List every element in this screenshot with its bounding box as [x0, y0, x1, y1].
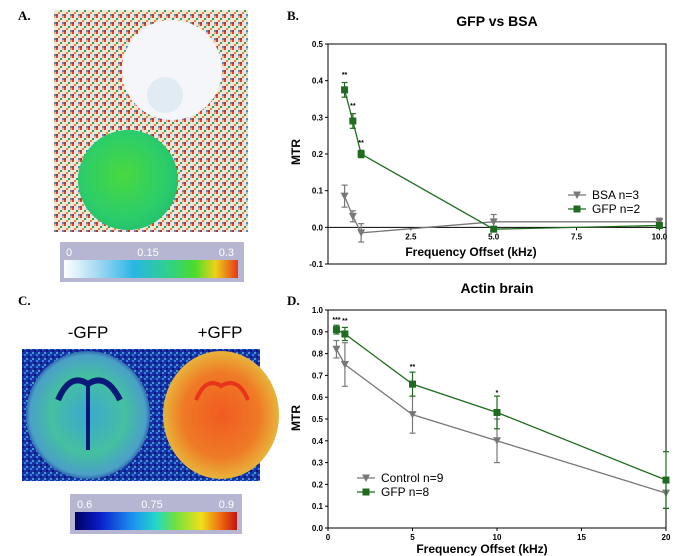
chart-d-data-point	[662, 476, 670, 484]
chart-d-data-point	[408, 411, 417, 419]
chart-d-series-line-2	[336, 329, 667, 481]
label-minus-gfp: -GFP	[68, 323, 109, 342]
chart-b-xtick-label: 7.5	[571, 232, 583, 241]
chart-d-significance-mark: **	[410, 364, 416, 371]
chart-d-xlabel: Frequency Offset (kHz)	[416, 542, 547, 556]
chart-b-ytick-label: 0.5	[312, 40, 324, 49]
chart-b-ylabel: MTR	[289, 139, 303, 165]
chart-b-ytick-label: -0.1	[309, 260, 323, 269]
chart-d-ytick-label: 0.0	[312, 524, 324, 533]
chart-d-data-point	[493, 408, 501, 416]
colorbar-c-tick-0: 0.6	[77, 499, 92, 511]
chart-d-significance-mark: *	[496, 390, 499, 397]
chart-b-xtick-label: 5.0	[488, 232, 500, 241]
chart-b-ytick-label: 0.1	[312, 187, 324, 196]
chart-d-ytick-label: 0.9	[312, 328, 324, 337]
chart-b-data-point	[348, 212, 357, 221]
chart-b-legend-label: BSA n=3	[592, 188, 639, 202]
chart-d-xtick-label: 10	[493, 533, 502, 542]
chart-d-ytick-label: 1.0	[312, 306, 324, 315]
chart-d-ytick-label: 0.3	[312, 459, 324, 468]
chart-d-ytick-label: 0.5	[312, 415, 324, 424]
chart-b-xlabel: Frequency Offset (kHz)	[405, 245, 536, 259]
chart-b-ytick-label: 0.3	[312, 113, 324, 122]
chart-b-data-point	[340, 192, 349, 201]
chart-b-ytick-label: 0.4	[312, 77, 324, 86]
chart-b-xtick-label: 2.5	[405, 232, 417, 241]
colorbar-a-tick-0: 0	[66, 247, 72, 259]
chart-d-data-point	[493, 437, 501, 445]
chart-d-ytick-label: 0.2	[312, 480, 324, 489]
chart-d-data-point	[341, 330, 349, 338]
chart-b-legend-marker	[573, 205, 581, 213]
chart-b-data-point	[489, 218, 498, 226]
colorbar-c-tick-2: 0.9	[219, 499, 234, 511]
chart-d-ytick-label: 0.4	[312, 437, 324, 446]
chart-d-data-point	[332, 326, 340, 334]
chart-d-xtick-label: 5	[410, 533, 415, 542]
panel-b-letter: B.	[287, 8, 299, 23]
chart-b-xtick-label: 10.0	[652, 232, 668, 241]
chart-d-ylabel: MTR	[289, 405, 303, 431]
chart-b-legend-label: GFP n=2	[592, 202, 640, 216]
panel-c-image	[22, 349, 279, 481]
chart-b-significance-mark: **	[342, 72, 348, 79]
chart-d-significance-mark: **	[342, 318, 348, 325]
panel-c-letter: C.	[18, 293, 31, 308]
panel-d-letter: D.	[287, 293, 300, 308]
label-plus-gfp: +GFP	[198, 323, 243, 342]
colorbar-a-tick-2: 0.3	[219, 247, 234, 259]
chart-d-data-point	[409, 380, 416, 388]
chart-d: Actin brain Frequency Offset (kHz) MTR 0…	[289, 280, 671, 556]
chart-b-title: GFP vs BSA	[456, 13, 537, 29]
chart-b: GFP vs BSA Frequency Offset (kHz) MTR -0…	[289, 13, 668, 269]
chart-b-data-point	[655, 222, 663, 229]
chart-d-ytick-label: 0.8	[312, 350, 324, 359]
chart-b-significance-mark: **	[350, 103, 356, 110]
chart-b-ytick-label: 0.0	[312, 223, 324, 232]
chart-d-legend-label: GFP n=8	[381, 485, 429, 499]
chart-d-legend-label: Control n=9	[381, 471, 444, 485]
chart-d-ytick-label: 0.6	[312, 393, 324, 402]
colorbar-a-tick-1: 0.15	[137, 247, 158, 259]
chart-b-legend-marker	[573, 191, 581, 199]
chart-d-title: Actin brain	[460, 280, 533, 296]
colorbar-c: 0.6 0.75 0.9	[70, 494, 242, 534]
chart-d-ytick-label: 0.1	[312, 502, 324, 511]
chart-b-data-point	[349, 117, 357, 125]
chart-d-legend-marker	[362, 488, 370, 496]
chart-b-data-point	[357, 229, 366, 237]
panel-a-letter: A.	[18, 8, 31, 23]
chart-b-data-point	[357, 150, 365, 158]
chart-d-data-point	[340, 361, 349, 369]
colorbar-a: 0 0.15 0.3	[60, 242, 244, 282]
panel-a-image	[54, 10, 248, 232]
chart-b-ytick-label: 0.2	[312, 150, 324, 159]
chart-d-legend-marker	[362, 474, 370, 482]
chart-b-significance-mark: **	[358, 140, 364, 147]
chart-d-ytick-label: 0.7	[312, 371, 324, 380]
chart-d-xtick-label: 15	[577, 533, 586, 542]
chart-d-xtick-label: 0	[326, 533, 331, 542]
colorbar-c-tick-1: 0.75	[141, 499, 162, 511]
chart-d-significance-mark: ***	[332, 317, 340, 324]
chart-d-data-point	[332, 345, 341, 354]
chart-d-xtick-label: 20	[662, 533, 671, 542]
chart-b-data-point	[490, 225, 498, 233]
chart-b-data-point	[341, 86, 349, 94]
